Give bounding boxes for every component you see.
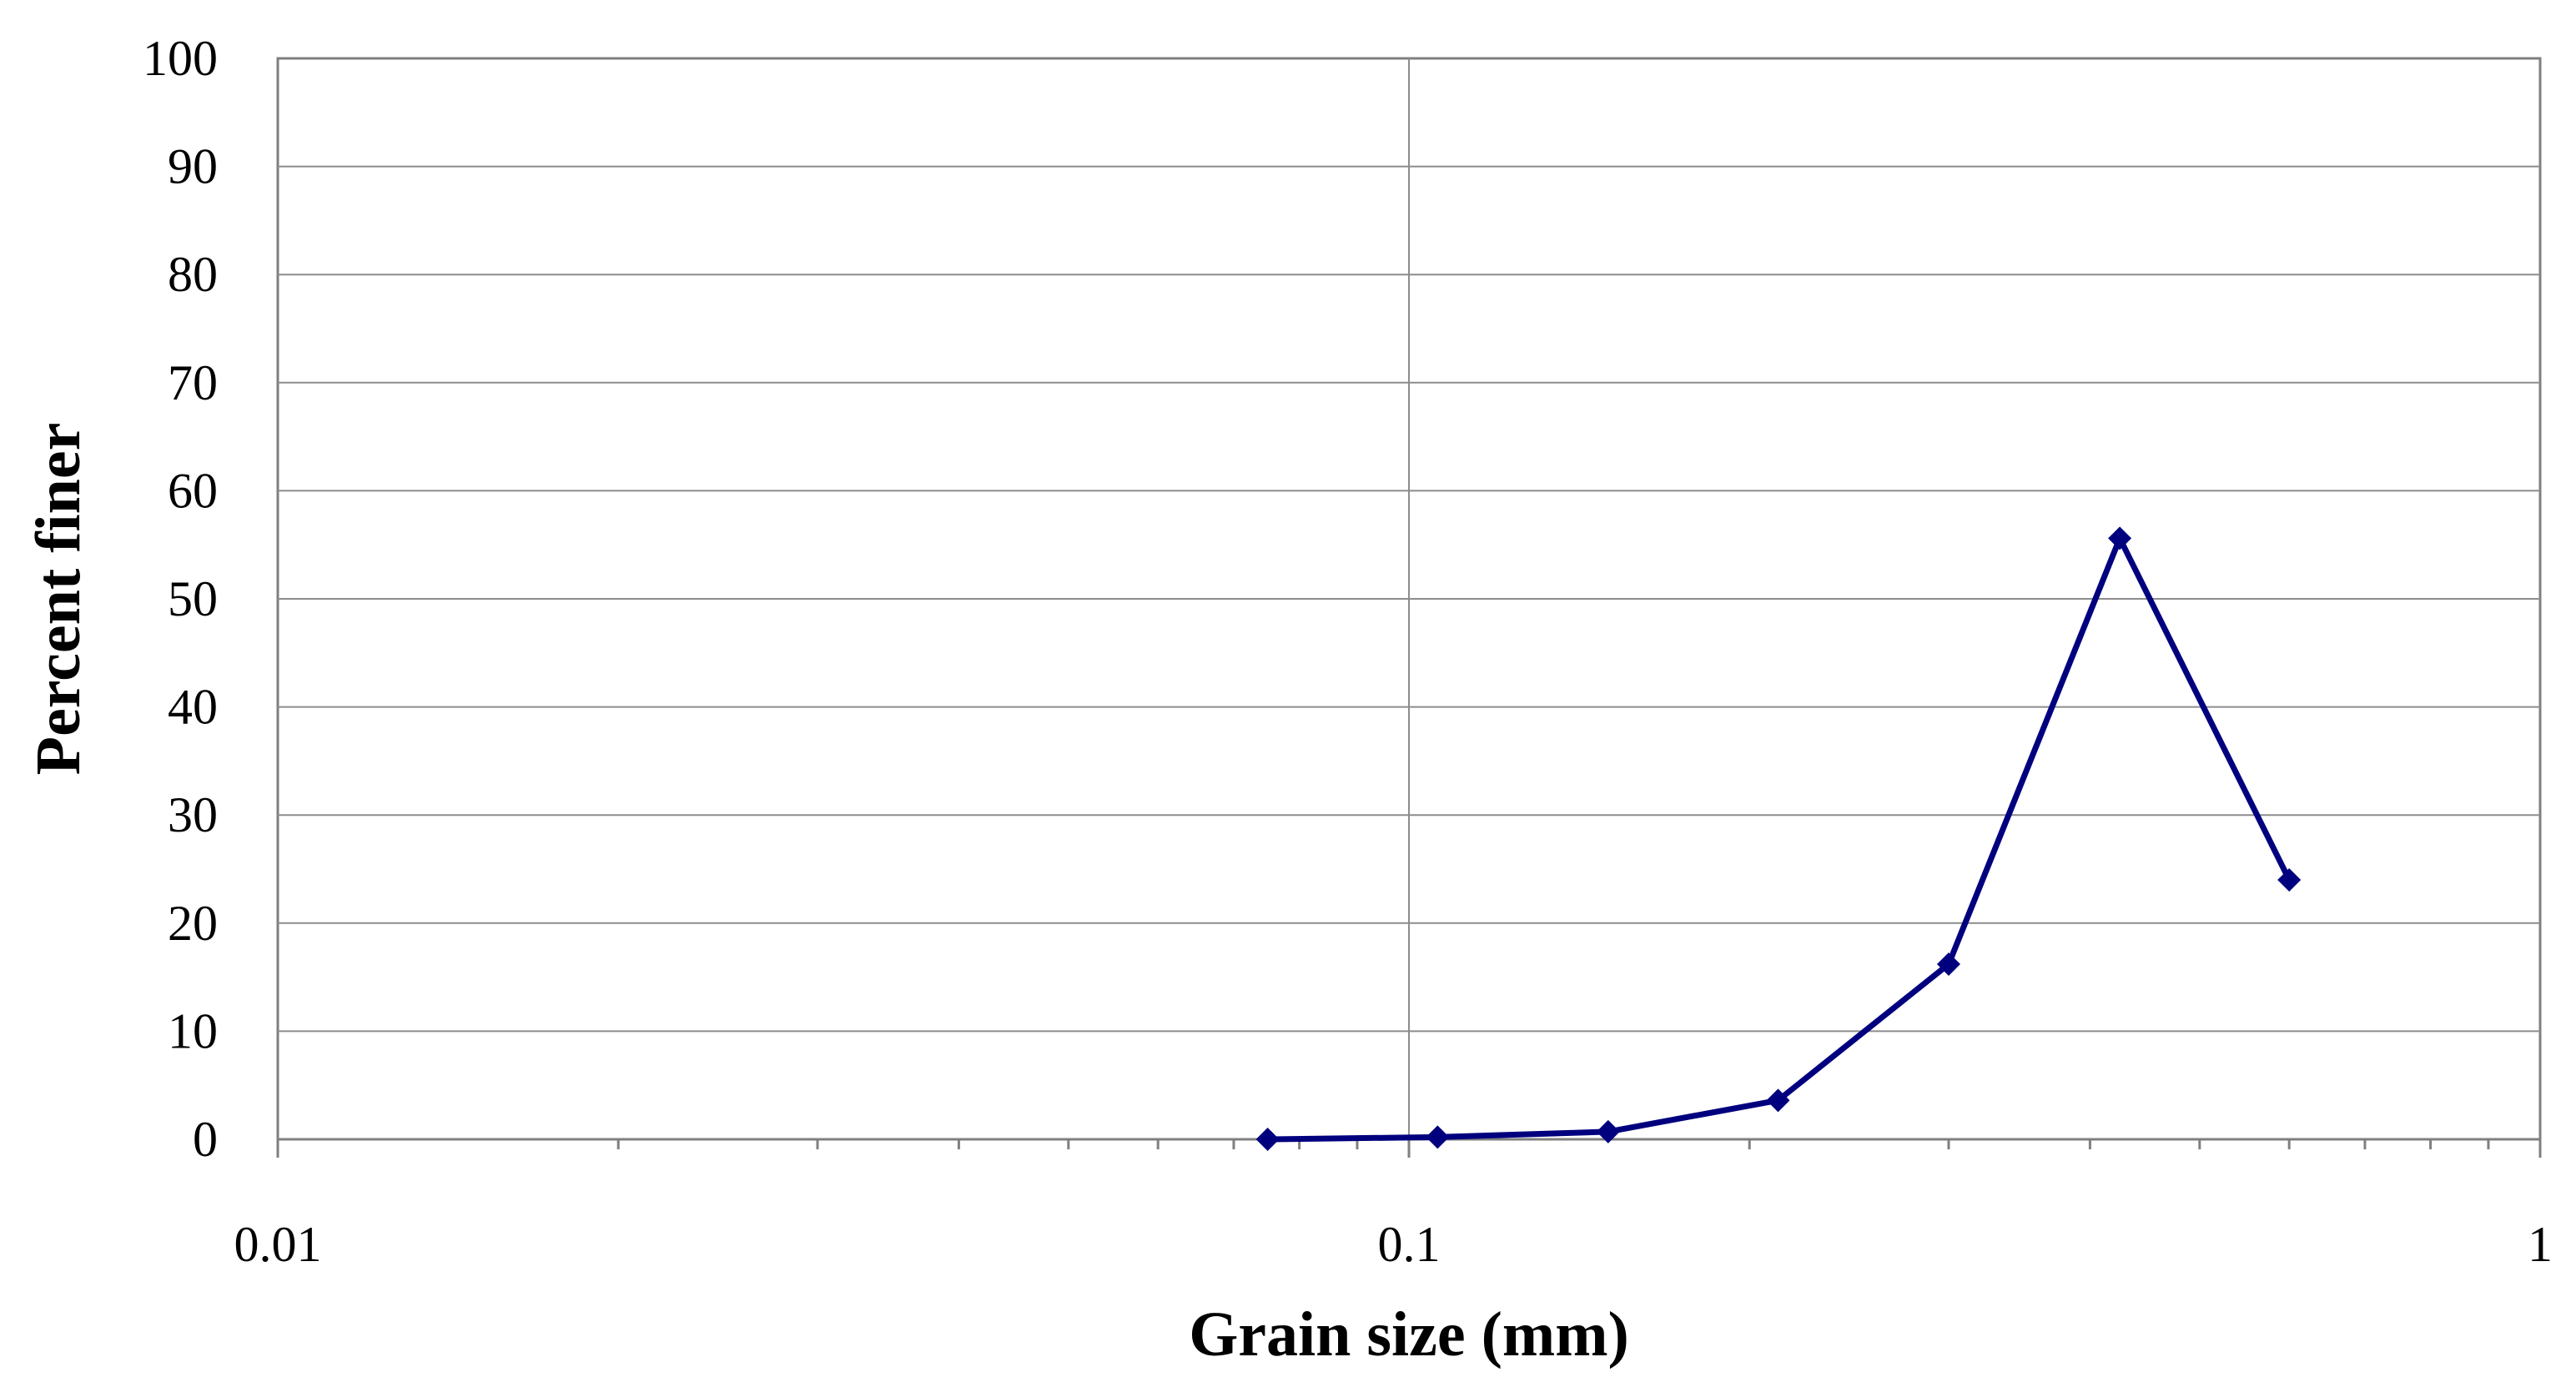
data-point (1255, 1128, 1280, 1151)
y-tick-label: 90 (168, 139, 218, 194)
y-tick-label: 10 (168, 1003, 218, 1058)
x-tick-label: 0.1 (1378, 1217, 1441, 1272)
grid (278, 58, 2540, 1139)
y-tick-label: 100 (143, 31, 218, 86)
x-tick-label: 1 (2528, 1217, 2553, 1272)
y-tick-label: 60 (168, 463, 218, 518)
x-minor-ticks (276, 1139, 2542, 1158)
x-tick-label: 0.01 (234, 1217, 322, 1272)
data-point (1426, 1125, 1450, 1149)
data-point (1596, 1119, 1620, 1143)
y-tick-label: 50 (168, 571, 218, 626)
series (1255, 526, 2302, 1151)
y-tick-labels: 0 10 20 30 40 50 60 70 80 90 100 (143, 31, 218, 1167)
data-point (2108, 526, 2132, 550)
y-tick-label: 70 (168, 355, 218, 410)
x-tick-labels: 0.01 0.1 1 (234, 1217, 2553, 1272)
y-axis-title: Percent finer (23, 423, 93, 776)
data-point (1766, 1088, 1790, 1113)
y-tick-label: 40 (168, 680, 218, 735)
data-point (1936, 952, 1960, 977)
y-tick-label: 30 (168, 787, 218, 842)
y-tick-label: 20 (168, 896, 218, 951)
y-tick-label: 80 (168, 247, 218, 302)
y-tick-label: 0 (193, 1112, 218, 1167)
x-axis-title: Grain size (mm) (1189, 1299, 1629, 1369)
data-point (2277, 867, 2302, 892)
